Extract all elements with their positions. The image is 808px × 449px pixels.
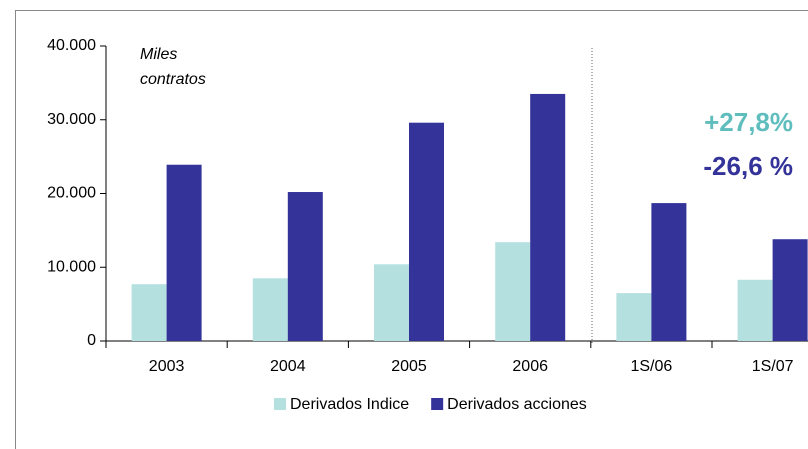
legend-swatch (274, 398, 286, 410)
x-tick-label: 1S/06 (630, 358, 672, 375)
x-tick-label: 2005 (391, 358, 427, 375)
y-tick-label: 0 (87, 332, 96, 349)
bar (252, 278, 288, 341)
annotation: -26,6 % (703, 151, 793, 181)
bar (737, 279, 773, 341)
x-tick-label: 2004 (270, 358, 306, 375)
bar (530, 93, 566, 341)
x-tick-label: 1S/07 (752, 358, 794, 375)
legend-label: Derivados Indice (290, 396, 409, 413)
bar (374, 264, 409, 341)
bar (287, 192, 323, 341)
y-tick-label: 20.000 (47, 185, 96, 202)
annotation: +27,8% (704, 107, 793, 137)
unit-label: contratos (140, 71, 206, 88)
unit-label: Miles (140, 46, 177, 63)
bar (495, 242, 531, 341)
bar (616, 293, 652, 341)
bar (166, 164, 202, 341)
bar (651, 203, 687, 341)
bar (772, 239, 808, 341)
x-tick-label: 2003 (149, 358, 185, 375)
bar (409, 122, 444, 341)
legend-swatch (431, 398, 444, 410)
legend-label: Derivados acciones (447, 396, 587, 413)
y-tick-label: 40.000 (47, 37, 96, 54)
y-tick-label: 10.000 (47, 258, 96, 275)
y-tick-label: 30.000 (47, 111, 96, 128)
bar (131, 284, 167, 341)
x-tick-label: 2006 (512, 358, 548, 375)
